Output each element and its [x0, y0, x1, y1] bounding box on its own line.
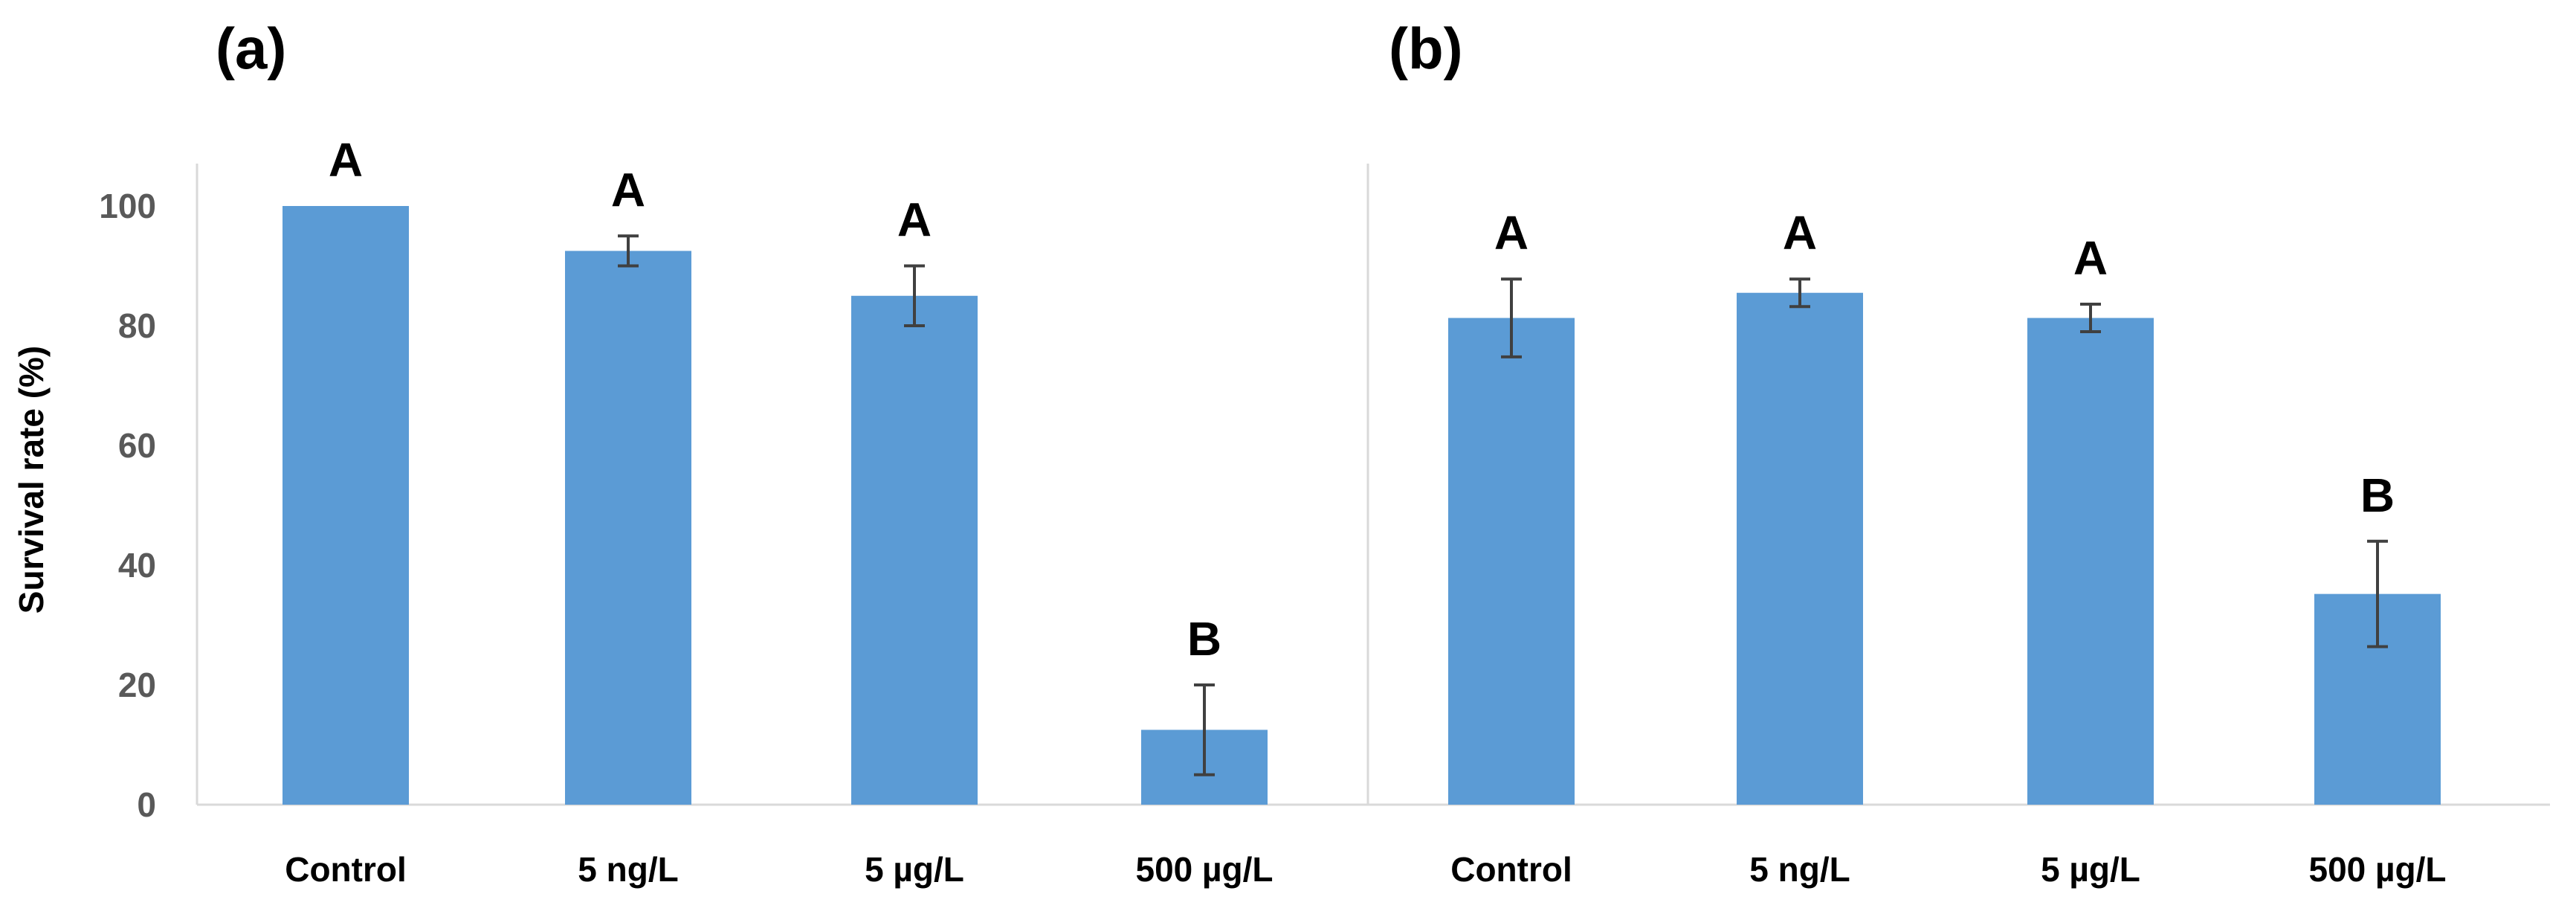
bar-b-2	[1737, 292, 1863, 805]
x-tick-label-b-1: Control	[1450, 850, 1572, 889]
bar-b-1	[1448, 318, 1575, 805]
y-tick-label: 80	[118, 306, 156, 345]
x-tick-label-a-4: 500 µg/L	[1135, 850, 1273, 889]
significance-label-b-3: A	[2073, 231, 2108, 285]
error-bar-a-2	[618, 234, 639, 268]
significance-label-b-1: A	[1494, 206, 1529, 260]
panel-a: (a) Survival rate (%) 0 20 40 60 80 100 A Contr…	[12, 16, 1368, 889]
error-bar-b-3	[2080, 303, 2101, 334]
panel-a-label: (a)	[216, 16, 286, 81]
error-bar-b-4	[2367, 539, 2388, 649]
significance-label-a-3: A	[897, 193, 932, 247]
significance-label-b-4: B	[2360, 469, 2395, 522]
error-bar-b-2	[1789, 277, 1810, 309]
bar-b-3	[2027, 318, 2154, 805]
y-tick-label: 20	[118, 666, 156, 704]
significance-label-a-4: B	[1187, 612, 1221, 666]
panel-b: (b) A Control A 5 ng/L A 5 µg/L B 500 µg/L	[1368, 16, 2550, 889]
error-bar-a-4	[1194, 683, 1215, 776]
x-tick-label-b-2: 5 ng/L	[1749, 850, 1850, 889]
error-bar-b-1	[1501, 277, 1522, 358]
x-tick-label-a-1: Control	[285, 850, 407, 889]
x-tick-label-b-3: 5 µg/L	[2041, 850, 2140, 889]
y-tick-label: 0	[137, 785, 156, 824]
error-bar-a-3	[904, 264, 925, 327]
panel-b-label: (b)	[1389, 16, 1463, 81]
y-tick-label: 40	[118, 546, 156, 585]
bar-a-2	[565, 251, 691, 805]
y-tick-label: 60	[118, 426, 156, 465]
x-tick-label-a-2: 5 ng/L	[578, 850, 678, 889]
y-tick-label: 100	[99, 187, 156, 225]
bar-a-3	[851, 295, 978, 805]
x-tick-label-a-3: 5 µg/L	[865, 850, 964, 889]
bar-a-1	[283, 206, 409, 805]
significance-label-b-2: A	[1783, 206, 1817, 260]
x-tick-label-b-4: 500 µg/L	[2308, 850, 2446, 889]
y-axis-label: Survival rate (%)	[12, 346, 51, 614]
significance-label-a-2: A	[611, 163, 645, 216]
significance-label-a-1: A	[329, 133, 363, 187]
